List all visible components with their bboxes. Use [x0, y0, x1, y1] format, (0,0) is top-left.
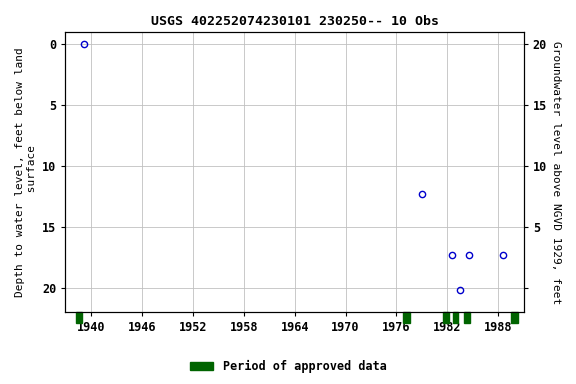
- Title: USGS 402252074230101 230250-- 10 Obs: USGS 402252074230101 230250-- 10 Obs: [151, 15, 439, 28]
- Bar: [453, 313, 458, 323]
- Bar: [75, 313, 82, 323]
- Y-axis label: Depth to water level, feet below land
 surface: Depth to water level, feet below land su…: [15, 47, 37, 297]
- Legend: Period of approved data: Period of approved data: [185, 356, 391, 378]
- Bar: [464, 313, 469, 323]
- Bar: [403, 313, 410, 323]
- Bar: [511, 313, 518, 323]
- Bar: [443, 313, 449, 323]
- Y-axis label: Groundwater level above NGVD 1929, feet: Groundwater level above NGVD 1929, feet: [551, 41, 561, 304]
